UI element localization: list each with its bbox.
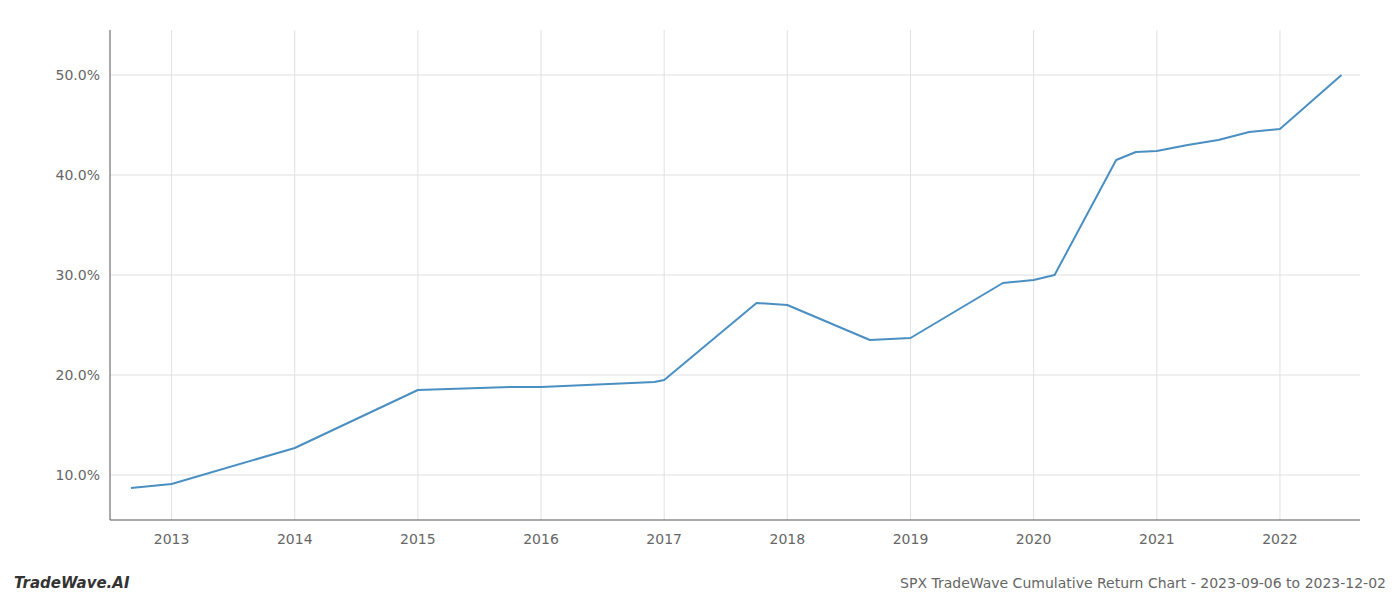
y-tick-label: 30.0% — [56, 267, 100, 283]
title: SPX TradeWave Cumulative Return Chart - … — [900, 575, 1386, 591]
watermark: TradeWave.AI — [14, 574, 130, 592]
page: {"chart_data": {"type": "line", "title":… — [0, 0, 1400, 600]
series-group — [131, 75, 1342, 488]
y-tick-label: 40.0% — [56, 167, 100, 183]
grid — [110, 30, 1360, 520]
x-tick-label: 2019 — [893, 531, 929, 547]
y-tick-label: 50.0% — [56, 67, 100, 83]
y-grid-line — [110, 275, 1360, 276]
y-grid-line — [110, 175, 1360, 176]
line — [131, 75, 1342, 488]
x-tick-label: 2016 — [523, 531, 559, 547]
x-tick-label: 2018 — [770, 531, 806, 547]
x-tick-label: 2013 — [154, 531, 190, 547]
y-ticks: 10.0% 20.0% 30.0% 40.0% 50.0% — [56, 67, 100, 483]
chart: 2013 2014 2015 2016 2017 2018 2019 2020 2021 2022… — [0, 0, 1400, 600]
y-grid-line — [110, 475, 1360, 476]
y-tick-label: 10.0% — [56, 467, 100, 483]
y-grid-line — [110, 75, 1360, 76]
x-tick-label: 2015 — [400, 531, 436, 547]
x-tick-label: 2022 — [1262, 531, 1298, 547]
x-axis-line — [110, 520, 1360, 521]
y-axis-line — [110, 30, 111, 520]
y-grid-line — [110, 375, 1360, 376]
x-tick-label: 2014 — [277, 531, 313, 547]
x-tick-label: 2017 — [646, 531, 682, 547]
x-tick-label: 2021 — [1139, 531, 1175, 547]
y-tick-label: 20.0% — [56, 367, 100, 383]
x-tick-label: 2020 — [1016, 531, 1052, 547]
x-ticks: 2013 2014 2015 2016 2017 2018 2019 2020 2021 2022 — [154, 531, 1298, 547]
